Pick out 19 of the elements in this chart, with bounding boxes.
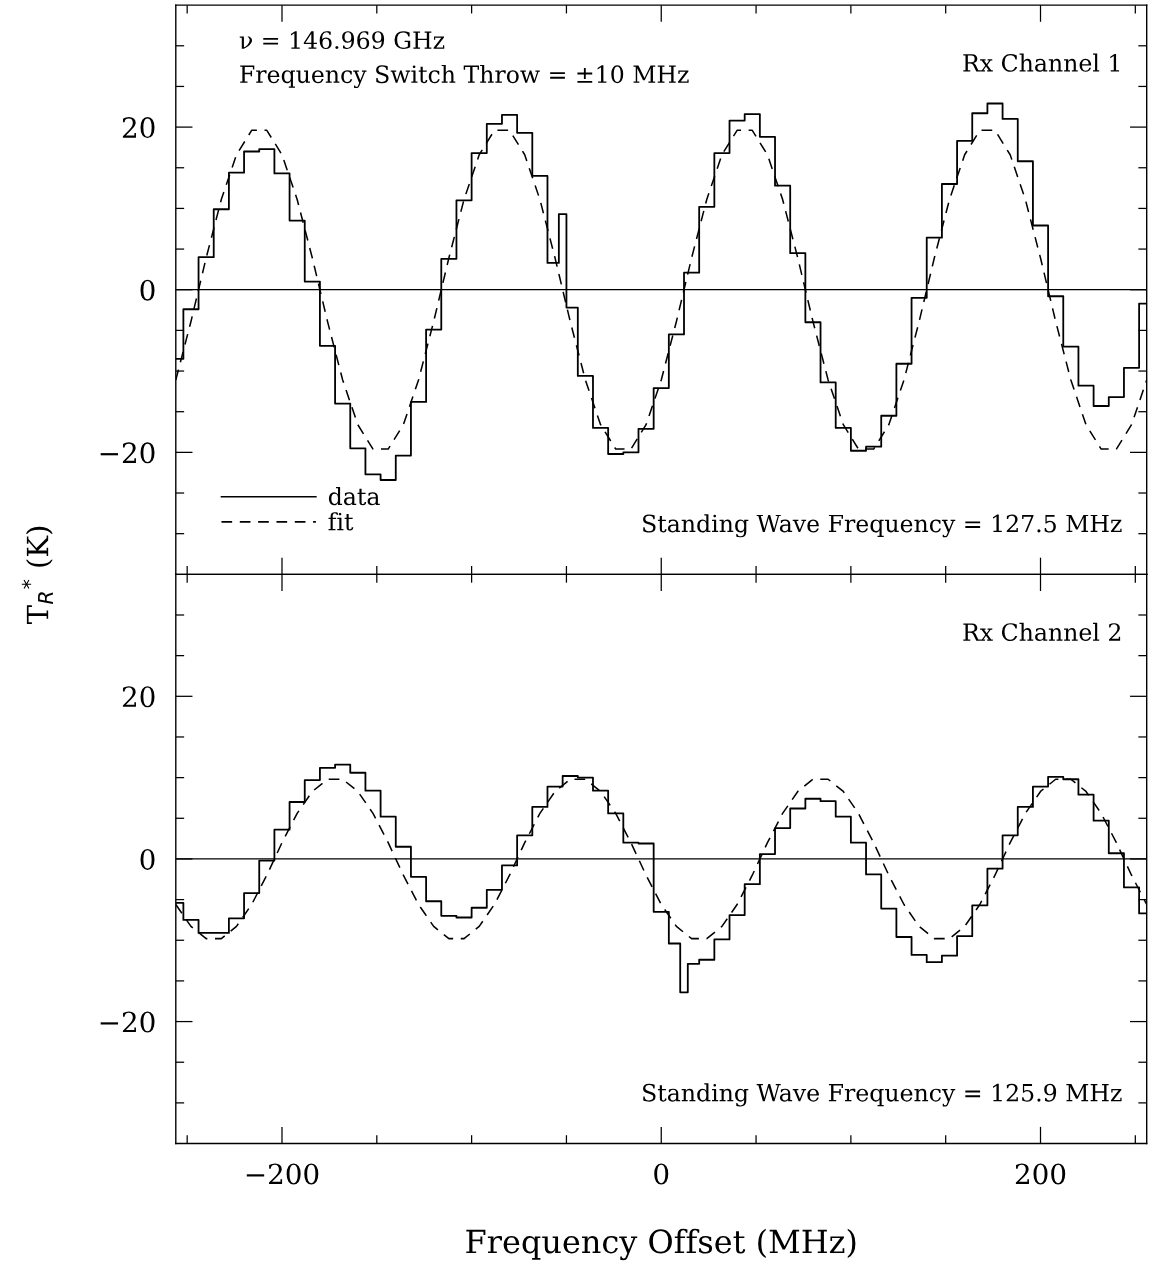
y-tick-label: −20 [100,1011,155,1033]
legend-label: fit [328,512,354,531]
annotation: Standing Wave Frequency = 125.9 MHz [643,1083,1122,1107]
legend-label: data [328,486,380,506]
y-tick-label: 20 [122,686,155,708]
x-axis-title: Frequency Offset (MHz) [466,1228,856,1261]
x-tick-label: 0 [654,1163,669,1185]
x-tick-label: 200 [1015,1163,1066,1185]
y-tick-label: 0 [140,848,155,870]
annotation: Rx Channel 2 [963,622,1121,641]
y-axis-title: T$_{R}$$^{*}$ (K) [21,526,53,625]
x-tick-label: −200 [246,1163,319,1185]
annotation: Rx Channel 1 [963,53,1120,72]
annotation: Frequency Switch Throw = ±10 MHz [240,64,689,89]
y-tick-label: 20 [122,117,155,139]
annotation: ν = 146.969 GHz [239,31,445,50]
y-tick-label: 0 [140,279,155,301]
annotation: Standing Wave Frequency = 127.5 MHz [643,514,1122,538]
y-tick-label: −20 [100,442,155,464]
